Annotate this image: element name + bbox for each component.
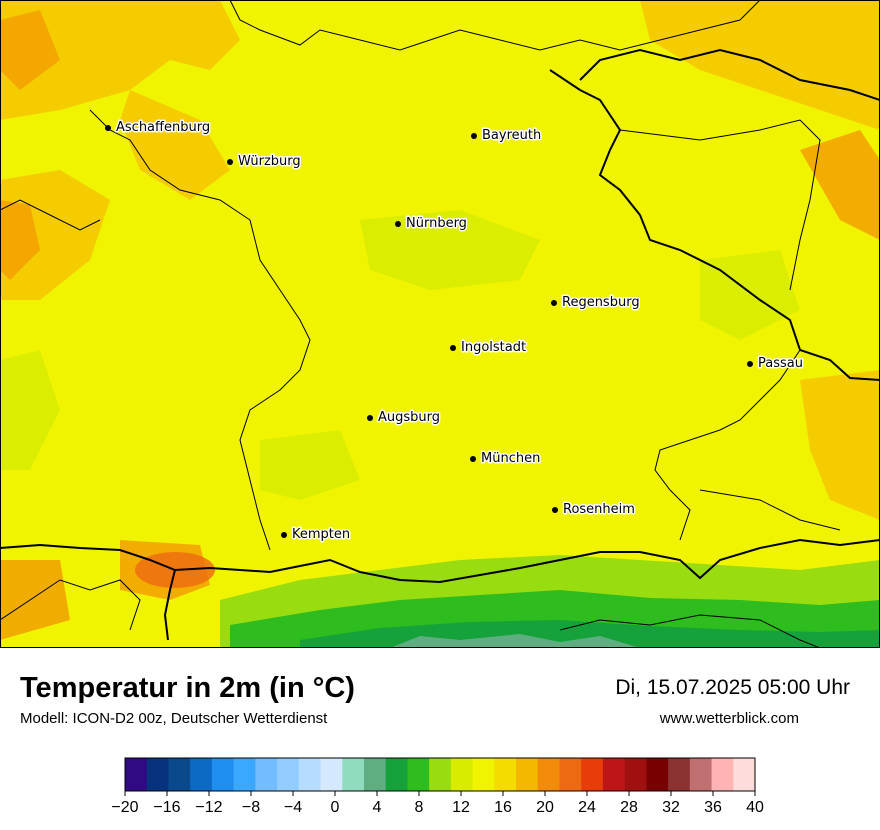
temperature-map: Aschaffenburg Würzburg Bayreuth Nürnberg… — [0, 0, 880, 648]
legend-swatch — [407, 758, 430, 791]
legend-tick-label: 8 — [415, 799, 424, 816]
legend-swatch — [494, 758, 517, 791]
city-label-wuerzburg: Würzburg — [238, 154, 301, 169]
city-label-regensburg: Regensburg — [562, 295, 640, 310]
country-borders — [0, 48, 880, 641]
legend-swatch — [125, 758, 148, 791]
legend-frame — [124, 757, 756, 792]
legend-swatch — [429, 758, 452, 791]
city-label-kempten: Kempten — [292, 527, 350, 542]
city-label-ingolstadt: Ingolstadt — [461, 340, 526, 355]
legend-swatch — [602, 758, 626, 791]
legend-swatch — [385, 758, 408, 791]
website-link[interactable]: www.wetterblick.com — [659, 710, 799, 727]
legend-swatch — [342, 758, 365, 791]
legend-swatch — [624, 758, 647, 791]
legend-tick-label: 24 — [578, 799, 596, 816]
legend-tick-label: 40 — [746, 799, 764, 816]
legend-tick-label: −16 — [153, 799, 180, 816]
legend-swatch — [472, 758, 495, 791]
city-label-rosenheim: Rosenheim — [563, 502, 635, 517]
legend-tick-label: 4 — [373, 799, 382, 816]
legend-swatch — [320, 758, 343, 791]
city-label-aschaffenburg: Aschaffenburg — [116, 120, 210, 135]
city-dot-rosenheim — [552, 507, 558, 513]
legend-swatch — [146, 758, 169, 791]
legend-tick-label: 12 — [452, 799, 470, 816]
legend-swatch — [646, 758, 669, 791]
legend-swatch — [559, 758, 582, 791]
city-dot-passau — [747, 361, 753, 367]
legend-swatch — [277, 758, 300, 791]
forecast-datetime: Di, 15.07.2025 05:00 Uhr — [615, 676, 850, 699]
legend-tick-label: −4 — [284, 799, 302, 816]
city-label-muenchen: München — [481, 451, 540, 466]
legend-swatch — [190, 758, 213, 791]
legend-tick-label: 0 — [331, 799, 340, 816]
legend-swatch — [711, 758, 734, 791]
legend-swatches — [125, 758, 756, 791]
legend-swatch — [233, 758, 256, 791]
legend-tick-label: 36 — [704, 799, 722, 816]
color-scale-legend: −20 −16 −12 −8 −4 0 4 8 12 16 20 24 28 32 36 40 — [111, 757, 764, 816]
city-dot-kempten — [281, 532, 287, 538]
legend-swatch — [298, 758, 322, 791]
city-dot-bayreuth — [471, 133, 477, 139]
map-title: Temperatur in 2m (in °C) — [20, 672, 355, 704]
city-dot-wuerzburg — [227, 159, 233, 165]
city-dot-aschaffenburg — [105, 125, 111, 131]
city-label-bayreuth: Bayreuth — [482, 128, 541, 143]
warm-patches — [0, 0, 880, 520]
city-markers: Aschaffenburg Würzburg Bayreuth Nürnberg… — [105, 119, 804, 544]
legend-swatch — [255, 758, 278, 791]
state-borders — [0, 0, 841, 648]
legend-ticks: −20 −16 −12 −8 −4 0 4 8 12 16 20 24 28 32 36 40 — [111, 791, 764, 816]
city-label-nuernberg: Nürnberg — [406, 216, 467, 231]
legend-tick-label: −12 — [195, 799, 222, 816]
legend-tick-label: −20 — [111, 799, 138, 816]
legend-swatch — [168, 758, 191, 791]
legend-swatch — [689, 758, 713, 791]
warm-orange-patches — [0, 10, 880, 640]
legend-tick-label: 20 — [536, 799, 554, 816]
city-label-augsburg: Augsburg — [378, 410, 440, 425]
legend-tick-label: 16 — [494, 799, 512, 816]
city-dot-ingolstadt — [450, 345, 456, 351]
legend-swatch — [537, 758, 560, 791]
legend-tick-label: 32 — [662, 799, 680, 816]
legend-swatch — [211, 758, 235, 791]
legend-swatch — [450, 758, 474, 791]
legend-swatch — [516, 758, 539, 791]
legend-tick-label: −8 — [242, 799, 260, 816]
legend-swatch — [668, 758, 691, 791]
city-label-passau: Passau — [758, 356, 803, 371]
alpine-zone — [220, 555, 880, 648]
city-dot-muenchen — [470, 456, 476, 462]
model-source: Modell: ICON-D2 00z, Deutscher Wetterdie… — [20, 710, 328, 727]
legend-swatch — [733, 758, 756, 791]
legend-tick-label: 28 — [620, 799, 638, 816]
city-dot-regensburg — [551, 300, 557, 306]
legend-swatch — [363, 758, 387, 791]
city-dot-augsburg — [367, 415, 373, 421]
city-dot-nuernberg — [395, 221, 401, 227]
legend-swatch — [581, 758, 604, 791]
